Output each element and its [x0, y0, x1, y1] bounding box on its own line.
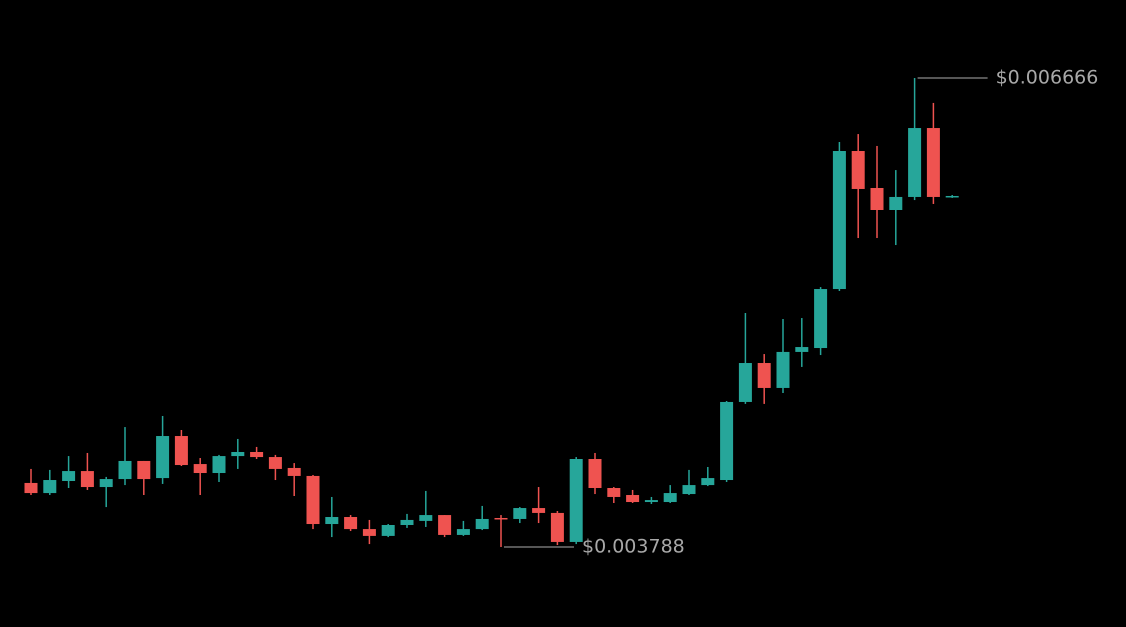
candle-body: [24, 482, 38, 494]
candle-body: [193, 464, 207, 474]
candle-body: [287, 467, 301, 476]
candle-body: [156, 436, 170, 479]
candle-body: [889, 196, 903, 210]
candle-body: [851, 151, 865, 189]
candle-body: [926, 128, 940, 197]
candle-body: [344, 517, 358, 530]
candle-body: [174, 436, 188, 466]
candle-body: [80, 471, 94, 488]
candle-body: [438, 515, 452, 535]
candle-body: [306, 475, 320, 525]
candle-body: [701, 478, 715, 486]
candle-body: [62, 471, 76, 482]
candle-body: [814, 289, 828, 349]
candle-body: [945, 195, 959, 198]
candle-body: [475, 518, 489, 530]
candle-body: [513, 508, 527, 519]
candle-body: [381, 525, 395, 536]
candle-body: [325, 517, 339, 525]
candle-body: [626, 495, 640, 503]
candle-body: [569, 459, 583, 542]
candle-body: [776, 351, 790, 388]
candle-body: [99, 479, 113, 488]
candle-body: [644, 500, 658, 503]
candle-body: [43, 480, 57, 494]
candle-body: [757, 363, 771, 388]
candle-body: [137, 460, 151, 480]
candle-body: [832, 151, 846, 290]
candle-body: [908, 128, 922, 197]
candle-body: [268, 457, 282, 469]
annotation-label: $0.006666: [996, 67, 1099, 89]
candle-body: [550, 512, 564, 542]
candle-body: [870, 187, 884, 210]
candle-body: [400, 519, 414, 526]
candle-body: [738, 363, 752, 402]
candle-body: [494, 517, 508, 520]
candle-body: [795, 347, 809, 352]
annotation-label: $0.003788: [582, 536, 685, 558]
candle-body: [682, 485, 696, 495]
candle-body: [419, 515, 433, 521]
candle-body: [663, 493, 677, 503]
candle-body: [212, 456, 226, 474]
candle-body: [607, 488, 621, 497]
candle-body: [362, 529, 376, 536]
candle-body: [118, 460, 132, 480]
candle-body: [231, 451, 245, 457]
candle-body: [250, 451, 264, 458]
candle-body: [720, 401, 734, 481]
candle-body: [532, 508, 546, 513]
candle-body: [588, 459, 602, 489]
candle-body: [456, 529, 470, 535]
